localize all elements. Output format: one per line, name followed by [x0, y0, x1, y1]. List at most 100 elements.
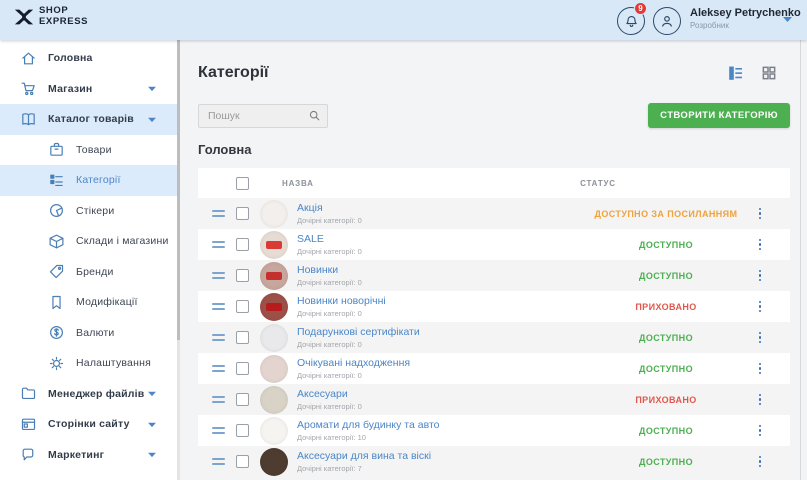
- book-icon: [20, 111, 37, 128]
- drag-handle-icon[interactable]: [212, 303, 226, 310]
- sidebar-item-site-pages[interactable]: Сторінки сайту: [0, 409, 177, 440]
- row-checkbox[interactable]: [236, 269, 249, 282]
- sidebar-item-label: Склади і магазини: [76, 235, 169, 248]
- create-category-button[interactable]: СТВОРИТИ КАТЕГОРІЮ: [648, 103, 790, 128]
- kebab-menu-icon[interactable]: [750, 204, 770, 224]
- sidebar-item-currencies[interactable]: Валюти: [0, 318, 177, 349]
- category-name-link[interactable]: Новинки: [297, 264, 339, 277]
- status-badge: ДОСТУПНО: [639, 270, 693, 281]
- category-children-count: Дочірні категорії: 0: [297, 401, 362, 411]
- status-badge: ДОСТУПНО: [639, 332, 693, 343]
- category-name-link[interactable]: Аромати для будинку та авто: [297, 419, 440, 432]
- category-children-count: Дочірні категорії: 7: [297, 463, 362, 473]
- search-input[interactable]: [198, 103, 328, 128]
- category-thumbnail: [260, 416, 288, 445]
- kebab-menu-icon[interactable]: [750, 390, 770, 410]
- sidebar-item-categories[interactable]: Категорії: [0, 165, 177, 196]
- main-content: Категорії: [180, 40, 807, 480]
- drag-handle-icon[interactable]: [212, 427, 226, 434]
- category-thumbnail: [260, 447, 288, 476]
- sidebar-item-stickers[interactable]: Стікери: [0, 196, 177, 227]
- sidebar-item-shop[interactable]: Магазин: [0, 74, 177, 105]
- drag-handle-icon[interactable]: [212, 396, 226, 403]
- kebab-menu-icon[interactable]: [750, 359, 770, 379]
- category-name-link[interactable]: Аксесуари: [297, 388, 348, 401]
- category-name-link[interactable]: Подарункові сертифікати: [297, 326, 420, 339]
- category-children-count: Дочірні категорії: 0: [297, 277, 362, 287]
- category-children-count: Дочірні категорії: 10: [297, 432, 366, 442]
- view-toggles: [728, 65, 777, 81]
- row-checkbox[interactable]: [236, 424, 249, 437]
- category-children-count: Дочірні категорії: 0: [297, 308, 362, 318]
- user-menu-chevron-down-icon[interactable]: [782, 15, 793, 23]
- goods-icon: [48, 141, 65, 158]
- drag-handle-icon[interactable]: [212, 334, 226, 341]
- chevron-down-icon: [147, 85, 157, 92]
- category-thumbnail: [260, 230, 288, 259]
- row-checkbox[interactable]: [236, 207, 249, 220]
- category-name-block: Новинки Дочірні категорії: 0: [297, 264, 362, 286]
- folder-icon: [20, 385, 37, 402]
- category-thumbnail: [260, 385, 288, 414]
- kebab-menu-icon[interactable]: [750, 328, 770, 348]
- drag-handle-icon[interactable]: [212, 272, 226, 279]
- category-name-block: Акція Дочірні категорії: 0: [297, 202, 362, 224]
- logo-text: SHOP EXPRESS: [39, 6, 88, 27]
- kebab-menu-icon[interactable]: [750, 452, 770, 472]
- status-badge: ДОСТУПНО: [639, 425, 693, 436]
- sidebar-item-label: Категорії: [76, 174, 121, 187]
- kebab-menu-icon[interactable]: [750, 235, 770, 255]
- sidebar-item-modifications[interactable]: Модифікації: [0, 287, 177, 318]
- sidebar-item-label: Сторінки сайту: [48, 418, 130, 431]
- kebab-menu-icon[interactable]: [750, 297, 770, 317]
- sidebar-item-brands[interactable]: Бренди: [0, 257, 177, 288]
- sidebar-item-label: Модифікації: [76, 296, 138, 309]
- drag-handle-icon[interactable]: [212, 458, 226, 465]
- list-view-toggle-icon[interactable]: [728, 65, 744, 81]
- chevron-down-icon: [147, 116, 157, 123]
- notifications-button[interactable]: [617, 7, 645, 35]
- sidebar-item-catalog[interactable]: Каталог товарів: [0, 104, 177, 135]
- sidebar-item-home[interactable]: Головна: [0, 43, 177, 74]
- drag-handle-icon[interactable]: [212, 365, 226, 372]
- sidebar-item-label: Менеджер файлів: [48, 387, 145, 400]
- sidebar-item-label: Каталог товарів: [48, 113, 134, 126]
- categories-table: НАЗВА СТАТУС Акція Дочірні категорії: 0 …: [198, 168, 790, 477]
- notification-count-badge: 9: [634, 2, 647, 15]
- row-checkbox[interactable]: [236, 362, 249, 375]
- sidebar-item-file-manager[interactable]: Менеджер файлів: [0, 379, 177, 410]
- kebab-menu-icon[interactable]: [750, 421, 770, 441]
- grid-view-toggle-icon[interactable]: [761, 65, 777, 81]
- select-all-checkbox[interactable]: [236, 176, 249, 190]
- sidebar: Головна Магазин Каталог товарів Товари Катег…: [0, 40, 177, 480]
- shop-express-logo-icon: [14, 9, 34, 25]
- category-name-block: Аксесуари Дочірні категорії: 0: [297, 388, 362, 410]
- user-info[interactable]: Aleksey Petrychenko Розробник: [690, 7, 801, 30]
- section-title: Головна: [198, 142, 252, 157]
- category-name-link[interactable]: Новинки новорічні: [297, 295, 386, 308]
- page-scrollbar[interactable]: [800, 40, 801, 480]
- category-name-link[interactable]: SALE: [297, 233, 324, 246]
- row-checkbox[interactable]: [236, 393, 249, 406]
- category-name-link[interactable]: Аксесуари для вина та віскі: [297, 450, 432, 463]
- row-checkbox[interactable]: [236, 455, 249, 468]
- search-box: [198, 103, 328, 128]
- row-checkbox[interactable]: [236, 300, 249, 313]
- table-row: Аксесуари Дочірні категорії: 0 ПРИХОВАНО: [198, 384, 790, 415]
- category-name-link[interactable]: Акція: [297, 202, 323, 215]
- sidebar-item-warehouses[interactable]: Склади і магазини: [0, 226, 177, 257]
- row-checkbox[interactable]: [236, 238, 249, 251]
- drag-handle-icon[interactable]: [212, 241, 226, 248]
- sidebar-item-marketing[interactable]: Маркетинг: [0, 440, 177, 471]
- category-thumbnail: [260, 292, 288, 321]
- sidebar-scrollbar-thumb[interactable]: [177, 40, 180, 340]
- kebab-menu-icon[interactable]: [750, 266, 770, 286]
- bubble-icon: [20, 446, 37, 463]
- row-checkbox[interactable]: [236, 331, 249, 344]
- sidebar-item-settings[interactable]: Налаштування: [0, 348, 177, 379]
- drag-handle-icon[interactable]: [212, 210, 226, 217]
- sidebar-item-products[interactable]: Товари: [0, 135, 177, 166]
- category-name-link[interactable]: Очікувані надходження: [297, 357, 411, 370]
- user-avatar-button[interactable]: [653, 7, 681, 35]
- thumbnail-label: [266, 302, 282, 311]
